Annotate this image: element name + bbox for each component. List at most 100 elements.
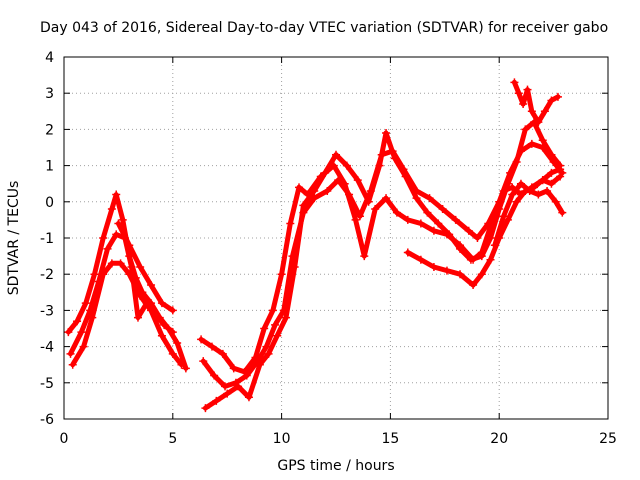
data-point xyxy=(484,219,493,228)
data-point xyxy=(412,194,421,203)
data-point xyxy=(271,320,280,329)
data-point xyxy=(371,205,380,214)
data-point xyxy=(464,226,473,235)
data-point xyxy=(503,215,512,224)
data-point xyxy=(68,360,77,369)
data-point xyxy=(77,328,86,337)
data-point xyxy=(112,190,121,199)
data-point xyxy=(525,186,534,195)
data-point xyxy=(486,234,495,242)
data-point xyxy=(390,154,399,163)
data-point xyxy=(401,172,410,181)
data-point xyxy=(495,205,504,214)
data-point xyxy=(523,85,532,94)
series-trace-3 xyxy=(70,260,184,368)
data-point xyxy=(295,183,304,192)
data-point xyxy=(332,150,340,159)
data-point xyxy=(218,349,227,358)
data-point xyxy=(103,244,112,253)
data-point xyxy=(547,96,556,105)
data-point xyxy=(210,371,219,380)
data-point xyxy=(281,313,290,322)
data-point xyxy=(181,364,190,373)
y-tick-label: 3 xyxy=(45,86,54,102)
data-point xyxy=(538,136,547,145)
data-point xyxy=(553,92,562,101)
series-trace-5 xyxy=(198,163,563,375)
data-point xyxy=(543,186,552,195)
data-point xyxy=(112,230,121,239)
data-point xyxy=(445,230,454,239)
x-tick-label: 20 xyxy=(490,431,508,447)
data-point xyxy=(125,241,134,250)
data-point xyxy=(264,349,273,358)
data-point xyxy=(512,157,521,166)
data-point xyxy=(364,197,373,206)
data-point xyxy=(197,335,206,344)
chart-title: Day 043 of 2016, Sidereal Day-to-day VTE… xyxy=(40,20,608,36)
data-point xyxy=(334,176,343,185)
data-point xyxy=(490,241,499,250)
data-point xyxy=(538,176,547,185)
data-point xyxy=(207,342,216,351)
data-point xyxy=(168,328,177,337)
data-point xyxy=(73,317,82,326)
y-tick-label: 0 xyxy=(45,195,54,211)
x-tick-label: 15 xyxy=(381,431,399,447)
data-point xyxy=(244,393,253,402)
data-point xyxy=(540,107,549,116)
data-point xyxy=(382,194,391,203)
data-point xyxy=(456,270,465,279)
data-point xyxy=(177,360,186,369)
y-axis-label: SDTVAR / TECUs xyxy=(6,181,22,296)
data-point xyxy=(403,215,412,224)
data-point xyxy=(262,342,271,351)
data-point xyxy=(382,129,391,138)
data-point xyxy=(429,262,438,271)
data-point xyxy=(310,186,319,195)
x-tick-label: 25 xyxy=(599,431,617,447)
data-point xyxy=(473,234,482,242)
data-point xyxy=(81,299,90,308)
data-point xyxy=(273,331,282,340)
data-point xyxy=(229,364,238,373)
data-point xyxy=(118,215,127,224)
x-axis-label: GPS time / hours xyxy=(277,458,394,474)
data-point xyxy=(499,212,508,221)
data-point xyxy=(547,179,556,188)
data-point xyxy=(477,252,486,261)
data-point xyxy=(556,161,565,170)
data-point xyxy=(221,382,230,391)
data-point xyxy=(512,197,521,206)
data-point xyxy=(547,168,556,177)
data-point xyxy=(375,161,384,170)
data-point xyxy=(255,360,264,369)
data-point xyxy=(355,212,364,221)
data-point xyxy=(168,306,177,315)
data-point xyxy=(125,270,134,279)
data-point xyxy=(451,215,460,224)
data-point xyxy=(277,270,286,279)
data-point xyxy=(136,262,145,271)
data-point xyxy=(157,331,166,340)
data-point xyxy=(223,389,232,398)
data-point xyxy=(442,266,451,275)
x-tick-label: 0 xyxy=(60,431,69,447)
data-series xyxy=(64,78,567,413)
data-point xyxy=(107,259,116,268)
data-point xyxy=(127,262,136,271)
y-tick-label: -4 xyxy=(40,340,54,356)
data-point xyxy=(534,190,543,199)
data-point xyxy=(508,190,517,199)
grid xyxy=(64,57,608,419)
data-point xyxy=(173,338,182,347)
data-point xyxy=(199,357,208,366)
data-point xyxy=(66,349,75,358)
data-point xyxy=(456,244,465,253)
data-point xyxy=(403,248,412,257)
data-point xyxy=(434,219,443,228)
data-point xyxy=(79,342,88,351)
data-point xyxy=(425,194,434,203)
data-point xyxy=(321,168,330,177)
